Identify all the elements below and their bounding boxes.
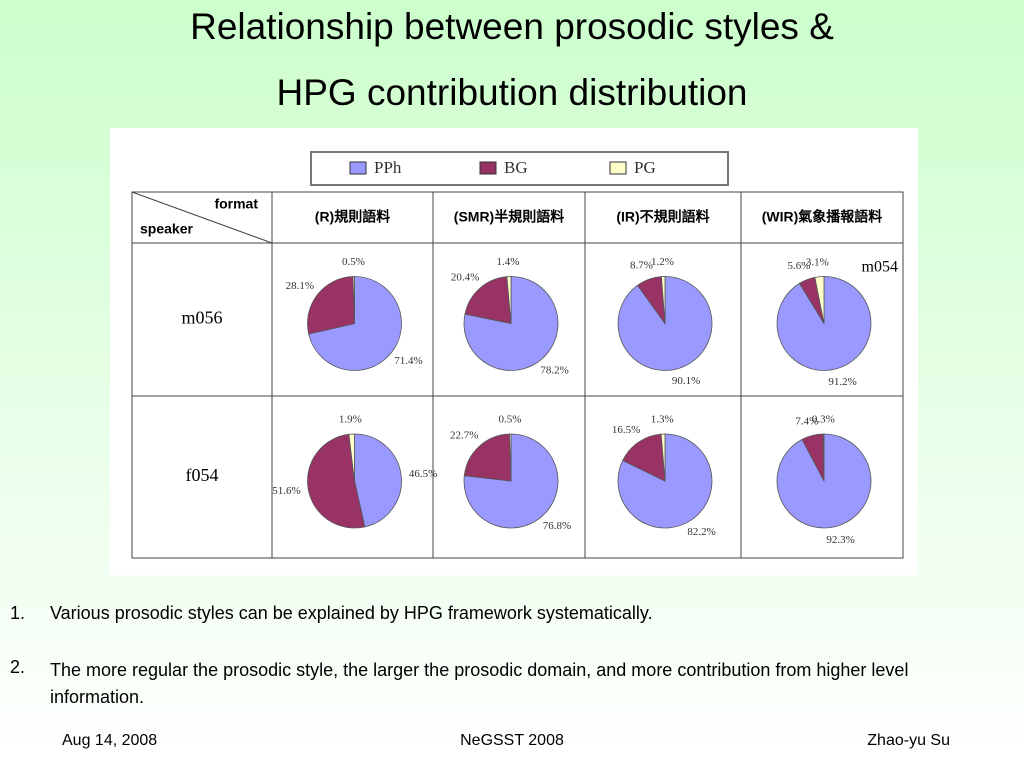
value-label: 8.7% <box>630 260 653 272</box>
table-grid <box>131 191 904 559</box>
pie-slice <box>464 276 512 324</box>
corner-label: speaker <box>140 221 193 237</box>
value-label: 0.5% <box>342 256 365 268</box>
pie-slice <box>822 433 825 482</box>
value-label: 71.4% <box>394 355 422 367</box>
pie-slice <box>348 433 355 482</box>
row-header: m056 <box>181 308 222 328</box>
pie-slice <box>506 276 512 324</box>
value-label: 90.1% <box>672 375 700 387</box>
bullet-text: Various prosodic styles can be explained… <box>50 603 653 623</box>
value-label: 78.2% <box>540 364 568 376</box>
legend-swatch <box>479 161 497 175</box>
value-label: 28.1% <box>286 280 314 292</box>
pie-slice <box>661 276 666 324</box>
value-label: 0.5% <box>498 414 521 426</box>
column-header: (WIR)氣象播報語料 <box>762 209 883 225</box>
value-label: 20.4% <box>451 272 479 284</box>
value-label: 1.3% <box>651 414 674 426</box>
column-header: (SMR)半規則語料 <box>454 209 564 225</box>
legend-swatch <box>609 161 627 175</box>
pie-slice <box>660 433 666 482</box>
legend-box <box>310 151 729 186</box>
pie-slice <box>354 433 402 528</box>
value-label: 5.6% <box>788 260 811 272</box>
value-label: 16.5% <box>612 424 640 436</box>
value-label: 7.4% <box>795 415 818 427</box>
value-label: 76.8% <box>543 520 571 532</box>
bullet-text: The more regular the prosodic style, the… <box>50 660 909 707</box>
value-label: 91.2% <box>828 376 856 388</box>
pie-slice <box>307 433 366 529</box>
footer-date: Aug 14, 2008 <box>62 732 158 749</box>
legend-label: BG <box>504 158 528 177</box>
column-header: (IR)不規則語料 <box>616 209 709 225</box>
row-header: f054 <box>186 465 219 485</box>
legend-swatch <box>349 161 367 175</box>
value-label: 1.9% <box>339 414 362 426</box>
value-label: 0.3% <box>812 414 835 426</box>
value-label: 92.3% <box>826 534 854 546</box>
pie-slice <box>307 276 355 335</box>
value-label: 82.2% <box>687 526 715 538</box>
value-label: 3.1% <box>806 256 829 268</box>
value-label: 1.4% <box>497 256 520 268</box>
value-label: 22.7% <box>450 430 478 442</box>
column-header: (R)規則語料 <box>315 209 390 225</box>
corner-label: format <box>214 196 258 212</box>
value-label: 51.6% <box>272 485 300 497</box>
bullet-number: 2. <box>10 657 26 677</box>
title-line: Relationship between prosodic styles & <box>190 6 834 47</box>
pie-slice <box>352 276 355 324</box>
value-label: 46.5% <box>409 468 437 480</box>
pie-slice <box>622 433 666 482</box>
footer-author: Zhao-yu Su <box>867 732 950 749</box>
pie-slice <box>814 276 825 324</box>
pie-slice <box>308 276 402 371</box>
footer-event: NeGSST 2008 <box>460 732 564 749</box>
legend-label: PPh <box>374 158 402 177</box>
bullet-number: 1. <box>10 603 26 623</box>
title-line: HPG contribution distribution <box>276 72 748 113</box>
pie-slice <box>509 433 512 482</box>
annotation: m054 <box>862 259 898 276</box>
legend-label: PG <box>634 158 656 177</box>
pie-slice <box>463 433 512 482</box>
value-label: 1.2% <box>651 256 674 268</box>
